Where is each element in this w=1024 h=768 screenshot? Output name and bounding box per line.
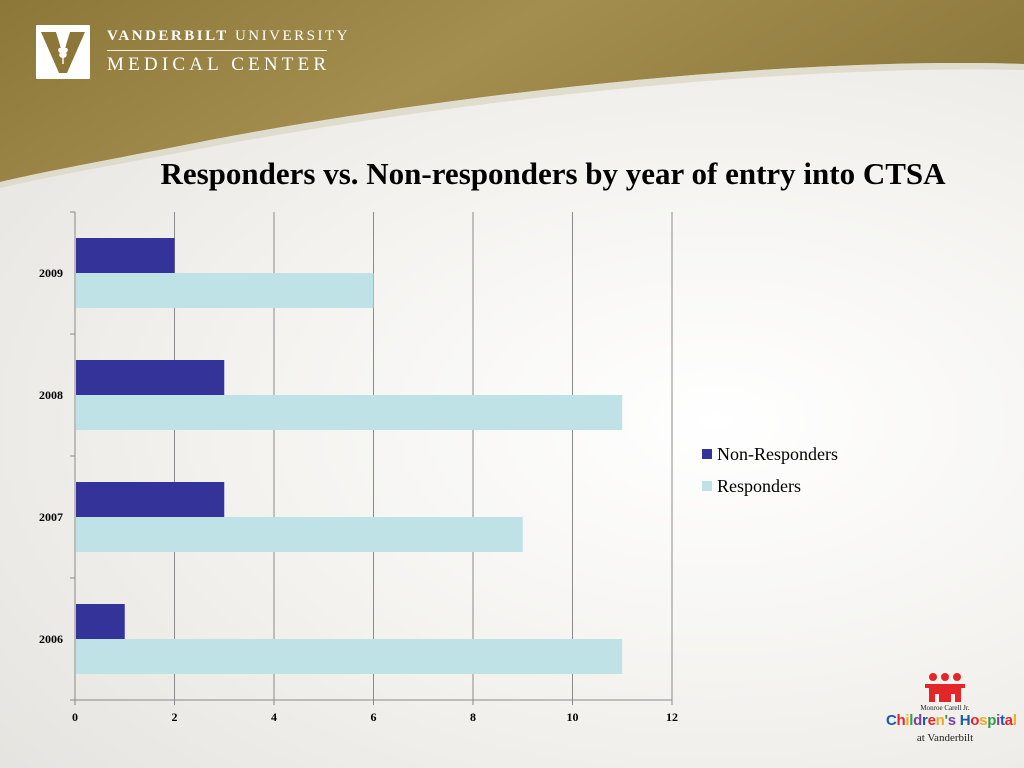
legend-item: Non-Responders — [702, 438, 838, 470]
childrens-hospital-line1: Monroe Carell Jr. — [920, 704, 970, 712]
wordmark-letter: d — [913, 712, 923, 729]
header-banner — [0, 0, 1024, 188]
y-tick-label: 2009 — [39, 266, 63, 280]
wordmark-letter: s — [979, 712, 988, 729]
wordmark-letter: C — [886, 712, 897, 729]
chart-title: Responders vs. Non-responders by year of… — [160, 156, 946, 191]
wordmark-letter: n — [935, 712, 945, 729]
chart-legend: Non-Responders Responders — [702, 438, 838, 502]
bar-responders — [76, 273, 374, 308]
wordmark-divider — [107, 50, 327, 51]
bar-responders — [76, 639, 623, 674]
wordmark-letter: h — [896, 712, 906, 729]
x-tick-label: 0 — [72, 710, 78, 724]
childrens-hospital-logo: Monroe Carell Jr. Children's Hospital at… — [886, 672, 1017, 752]
x-tick-label: 8 — [470, 710, 476, 724]
wordmark-letter: a — [1004, 712, 1013, 729]
wordmark-bold: VANDERBILT — [107, 28, 229, 44]
children-figures-icon — [925, 673, 965, 702]
wordmark-letter: t — [999, 712, 1005, 729]
x-tick-label: 6 — [371, 710, 377, 724]
wordmark-letter: p — [987, 712, 997, 729]
legend-label: Responders — [717, 475, 801, 496]
bar-non-responders — [76, 360, 225, 395]
wordmark-letter: H — [959, 712, 971, 729]
wordmark-letter: s — [947, 712, 956, 729]
y-tick-label: 2008 — [39, 388, 63, 402]
x-tick-label: 10 — [567, 710, 579, 724]
wordmark-letter: r — [922, 712, 928, 729]
wordmark-letter: e — [927, 712, 936, 729]
bar-non-responders — [76, 238, 175, 273]
wordmark-letter: o — [970, 712, 980, 729]
bar-responders — [76, 395, 623, 430]
legend-swatch — [702, 449, 712, 459]
oak-leaf-v-icon — [41, 32, 85, 73]
vanderbilt-logo — [36, 25, 90, 79]
wordmark-rest: UNIVERSITY — [228, 28, 350, 44]
bar-non-responders — [76, 604, 125, 639]
legend-label: Non-Responders — [717, 443, 838, 464]
childrens-hospital-wordmark: Children's Hospital — [886, 712, 1017, 729]
y-tick-label: 2007 — [39, 510, 63, 524]
wordmark-letter: l — [909, 712, 914, 729]
x-tick-label: 4 — [271, 710, 277, 724]
y-tick-label: 2006 — [39, 632, 63, 646]
vanderbilt-university-wordmark: VANDERBILT UNIVERSITY — [107, 28, 350, 45]
childrens-hospital-line3: at Vanderbilt — [916, 732, 974, 744]
wordmark-letter: ' — [944, 712, 949, 729]
wordmark-letter: i — [996, 712, 1000, 729]
x-tick-label: 12 — [666, 710, 678, 724]
bar-responders — [76, 517, 523, 552]
wordmark-letter: l — [1012, 712, 1017, 729]
medical-center-wordmark: MEDICAL CENTER — [107, 54, 331, 75]
wordmark-letter: i — [905, 712, 910, 729]
legend-swatch — [702, 481, 712, 491]
legend-item: Responders — [702, 470, 838, 502]
bar-non-responders — [76, 482, 225, 517]
x-tick-label: 2 — [172, 710, 178, 724]
